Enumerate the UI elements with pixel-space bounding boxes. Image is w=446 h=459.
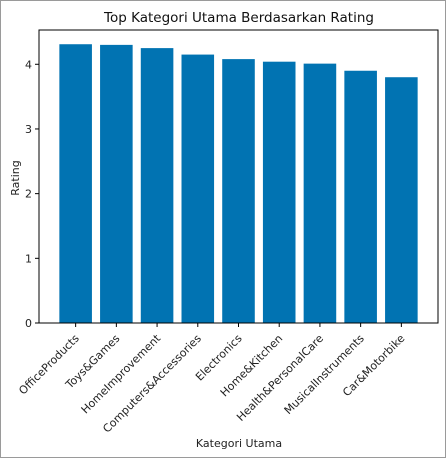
bar-3 <box>181 54 215 323</box>
bars-group <box>59 44 418 324</box>
bar-5 <box>262 61 296 324</box>
y-tick-label: 1 <box>25 252 32 265</box>
bar-6 <box>303 63 337 324</box>
bar-1 <box>100 44 133 324</box>
y-axis-ticks: 0 1 2 3 4 <box>25 58 39 330</box>
bar-7 <box>344 70 377 323</box>
x-axis-ticks: OfficeProductsToys&GamesHomeImprovementC… <box>16 323 408 435</box>
bar-4 <box>222 59 255 324</box>
bar-0 <box>59 44 92 323</box>
y-tick-label: 3 <box>25 123 32 136</box>
x-tick-label: HomeImprovement <box>79 331 164 416</box>
y-tick-label: 2 <box>25 188 32 201</box>
x-axis-label: Kategori Utama <box>196 437 282 450</box>
x-tick-label: MusicalInstruments <box>282 332 367 417</box>
bar-8 <box>385 77 418 323</box>
plot-area-frame <box>38 29 439 324</box>
y-tick-label: 4 <box>25 58 32 71</box>
y-tick-label: 0 <box>25 317 32 330</box>
chart-title: Top Kategori Utama Berdasarkan Rating <box>103 10 374 26</box>
y-axis-label: Rating <box>9 160 22 195</box>
bar-2 <box>140 48 174 323</box>
